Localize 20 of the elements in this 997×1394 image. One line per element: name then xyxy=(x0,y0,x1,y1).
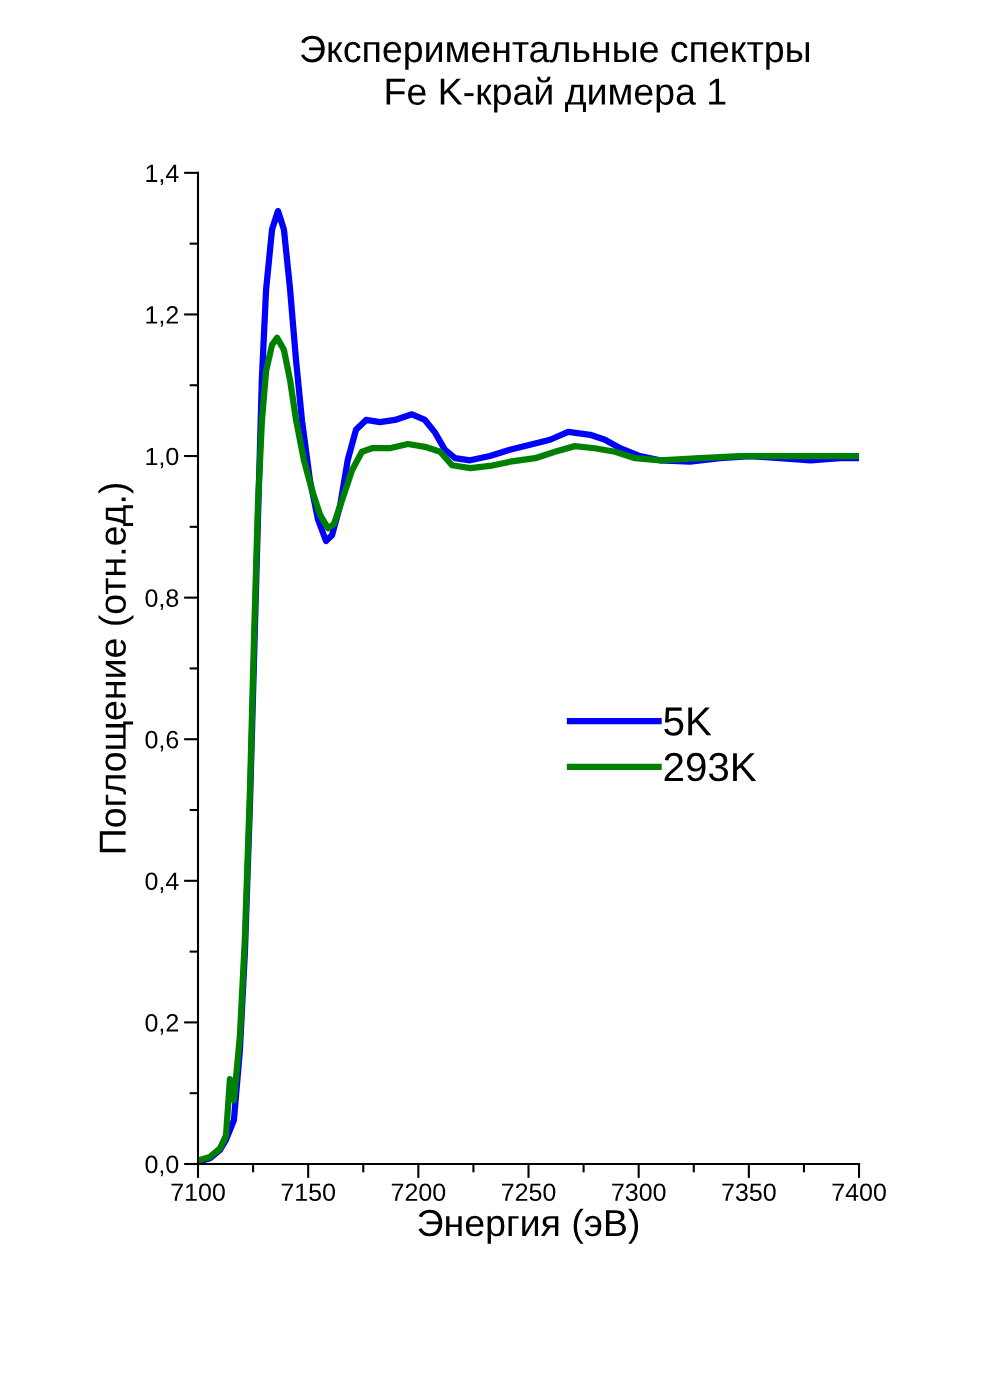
x-tick-label: 7150 xyxy=(281,1183,336,1202)
y-axis-title: Поглощение (отн.ед.) xyxy=(98,483,134,853)
y-tick-label: 0,6 xyxy=(145,730,179,752)
y-tick-label: 1,0 xyxy=(146,447,179,469)
x-tick-label: 7300 xyxy=(612,1183,666,1202)
x-tick-label: 7250 xyxy=(501,1183,556,1202)
x-tick-label: 7350 xyxy=(722,1183,776,1202)
y-tick-label: 0,8 xyxy=(145,589,179,610)
legend-label: 293K xyxy=(664,752,757,782)
y-tick-label: 0,0 xyxy=(145,1155,179,1177)
y-tick-label: 1,4 xyxy=(146,164,179,186)
legend-label: 5K xyxy=(664,707,712,736)
x-axis-title: Энергия (эВ) xyxy=(418,1208,639,1244)
chart-title: Экспериментальные спектры Fe K-край димера 1 xyxy=(301,35,809,113)
x-tick-label: 7400 xyxy=(832,1183,886,1202)
y-tick-label: 0,2 xyxy=(145,1014,178,1035)
y-tick-label: 1,2 xyxy=(146,306,178,327)
y-tick-label: 0,4 xyxy=(145,872,179,894)
x-tick-label: 7200 xyxy=(391,1183,446,1202)
x-tick-label: 7100 xyxy=(171,1183,225,1202)
